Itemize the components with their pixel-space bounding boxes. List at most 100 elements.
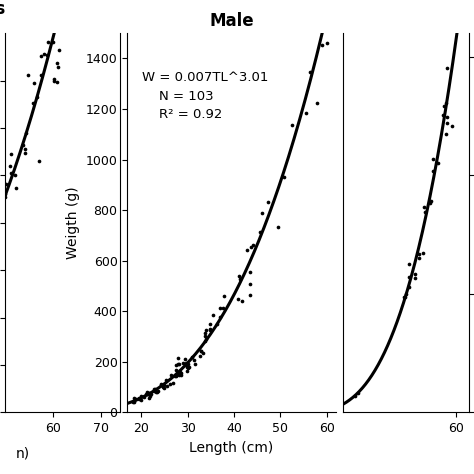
Point [130,398,138,405]
Point [150,385,158,393]
Point [174,361,182,368]
Point [159,383,166,391]
Point [443,64,451,72]
Point [206,320,213,328]
Point [49,38,56,46]
Point [145,389,153,397]
Point [198,347,205,355]
Y-axis label: Weigth (g): Weigth (g) [66,186,80,259]
Point [154,388,161,396]
Point [54,78,61,85]
Point [405,273,412,281]
Point [419,250,427,257]
Point [170,379,177,387]
Point [183,362,191,370]
Point [161,382,168,389]
Point [197,347,204,355]
Point [443,130,450,138]
Point [146,394,153,401]
Point [67,0,74,4]
Text: n): n) [16,447,30,461]
Point [246,269,254,276]
Point [40,50,47,57]
Point [7,169,15,177]
Point [145,390,152,397]
Point [11,171,18,179]
Point [1,193,9,201]
Point [174,370,182,377]
Point [236,275,243,283]
Point [201,332,209,340]
Point [131,394,138,402]
Point [60,4,68,12]
Point [24,71,32,79]
Point [12,184,19,191]
Point [405,260,412,268]
Point [448,122,456,130]
Point [132,395,140,403]
Point [190,356,198,364]
Point [37,52,45,59]
Point [405,283,412,291]
Point [147,390,155,398]
Point [201,329,209,337]
Point [130,398,138,405]
Point [411,274,419,282]
Point [302,109,310,117]
Point [191,360,199,368]
Point [7,150,14,158]
Point [44,38,52,46]
Point [34,93,41,100]
Point [21,149,28,157]
Point [415,254,423,262]
Point [428,197,435,204]
Point [401,293,409,301]
Point [416,250,423,257]
Point [36,157,43,165]
Point [207,326,214,333]
Point [142,390,150,398]
Point [185,360,192,367]
Point [181,356,189,363]
Point [154,387,162,395]
Point [256,228,264,236]
Point [136,395,143,403]
Point [307,68,314,75]
Point [214,320,221,328]
Point [355,389,362,397]
Point [185,363,193,371]
Point [183,367,191,374]
Point [420,204,428,211]
Point [172,372,180,379]
Point [351,392,359,400]
Point [175,360,183,368]
Point [183,363,191,371]
Point [29,99,37,106]
Point [53,59,61,66]
Point [176,369,184,377]
Point [429,167,437,174]
Point [434,160,441,167]
Point [173,361,180,369]
Point [2,180,10,187]
Point [217,314,224,321]
Point [264,198,272,206]
Point [178,369,185,377]
Point [201,337,209,345]
Point [129,398,137,406]
Point [153,388,160,396]
Point [219,304,227,312]
Point [53,26,60,34]
Point [146,392,154,400]
Point [402,290,410,298]
Point [217,305,224,312]
Point [37,71,45,79]
Point [175,372,183,379]
Point [164,382,171,389]
Point [145,390,152,398]
Point [158,380,165,387]
Point [158,382,165,389]
Point [176,368,184,375]
Point [318,41,326,49]
Point [238,297,246,305]
